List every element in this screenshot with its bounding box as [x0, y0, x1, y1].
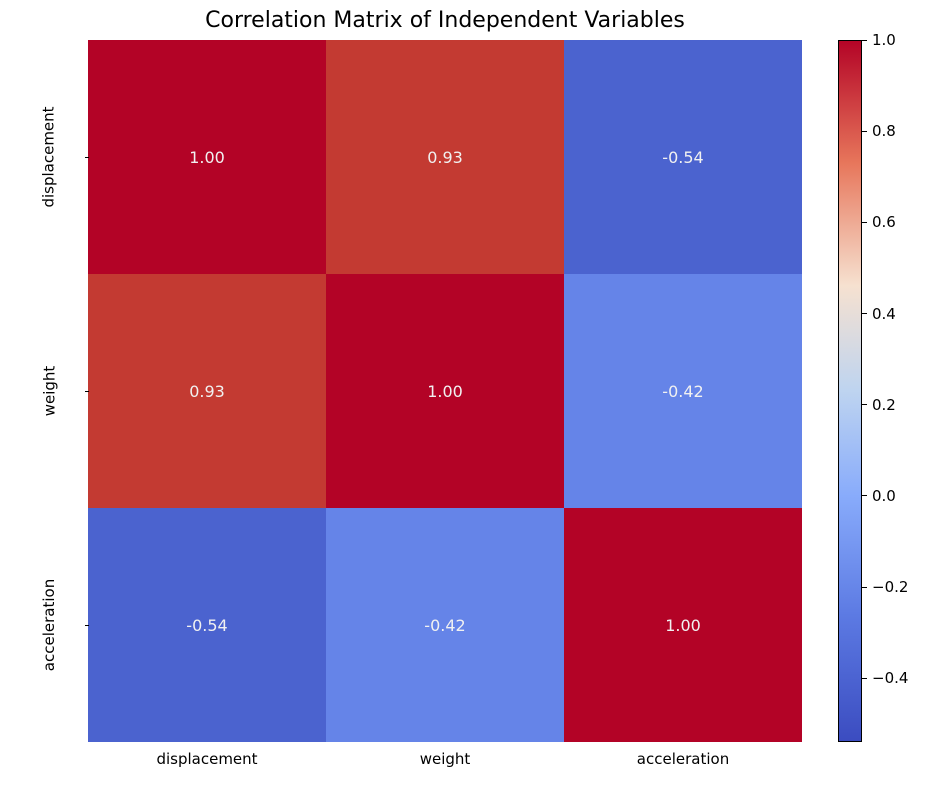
colorbar-tick — [862, 313, 867, 314]
heatmap-cell: -0.42 — [564, 274, 802, 508]
y-axis-labels: displacement weight acceleration — [14, 40, 84, 742]
colorbar-tick — [862, 40, 867, 41]
colorbar-tick — [862, 678, 867, 679]
colorbar-tick-label: 0.0 — [872, 487, 896, 505]
colorbar-tick-label: 0.6 — [872, 213, 896, 231]
y-axis-label: weight — [40, 366, 58, 417]
x-axis-label: displacement — [88, 750, 326, 768]
colorbar-tick-label: 1.0 — [872, 31, 896, 49]
colorbar-tick — [862, 131, 867, 132]
colorbar-gradient — [838, 40, 862, 742]
colorbar-tick — [862, 222, 867, 223]
y-axis-label: acceleration — [40, 579, 58, 671]
x-axis-labels: displacementweightacceleration — [88, 750, 802, 768]
colorbar-tick — [862, 404, 867, 405]
heatmap-cell: -0.54 — [88, 508, 326, 742]
figure: Correlation Matrix of Independent Variab… — [0, 0, 951, 786]
y-axis-tick — [85, 157, 89, 158]
heatmap-grid: 1.000.93-0.540.931.00-0.42-0.54-0.421.00 — [88, 40, 802, 742]
y-axis-tick — [85, 391, 89, 392]
colorbar — [838, 40, 862, 742]
x-axis-label: weight — [326, 750, 564, 768]
y-axis-label: displacement — [40, 106, 58, 207]
x-axis-label: acceleration — [564, 750, 802, 768]
heatmap-cell: 1.00 — [88, 40, 326, 274]
y-axis-tick — [85, 625, 89, 626]
colorbar-tick — [862, 587, 867, 588]
colorbar-tick-label: −0.4 — [872, 669, 908, 687]
heatmap-cell: -0.54 — [564, 40, 802, 274]
colorbar-tick-label: −0.2 — [872, 578, 908, 596]
heatmap-cell: -0.42 — [326, 508, 564, 742]
colorbar-tick-label: 0.2 — [872, 396, 896, 414]
heatmap-cell: 0.93 — [88, 274, 326, 508]
heatmap-cell: 1.00 — [326, 274, 564, 508]
colorbar-tick-label: 0.8 — [872, 122, 896, 140]
chart-title: Correlation Matrix of Independent Variab… — [88, 8, 802, 33]
heatmap-cell: 0.93 — [326, 40, 564, 274]
colorbar-tick — [862, 495, 867, 496]
colorbar-tick-label: 0.4 — [872, 305, 896, 323]
heatmap-cell: 1.00 — [564, 508, 802, 742]
